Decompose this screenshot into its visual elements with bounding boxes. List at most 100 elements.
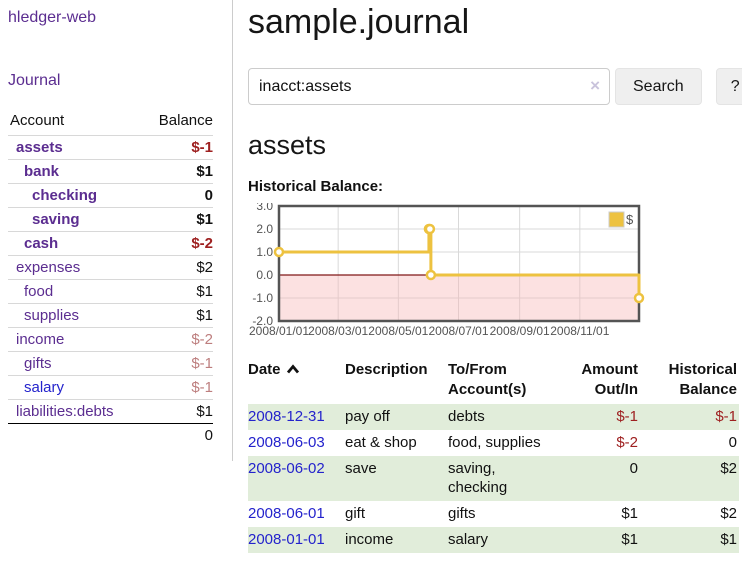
col-header-date[interactable]: Date [248, 358, 345, 404]
account-balance: $-2 [141, 327, 213, 352]
account-row: bank $1 [8, 159, 213, 184]
account-row: checking 0 [8, 183, 213, 208]
svg-text:3.0: 3.0 [256, 203, 273, 213]
help-button[interactable]: ? [715, 68, 742, 105]
svg-text:2008/01/01: 2008/01/01 [249, 324, 309, 338]
main-content: sample.journal × Search ? assets Histori… [233, 0, 742, 553]
account-balance: $2 [141, 255, 213, 280]
account-link-gifts[interactable]: gifts [24, 355, 52, 372]
account-balance: $-1 [141, 351, 213, 376]
account-row: liabilities:debts $1 [8, 399, 213, 424]
account-link-saving[interactable]: saving [32, 211, 80, 228]
svg-text:2.0: 2.0 [256, 222, 273, 236]
account-link-food[interactable]: food [24, 283, 54, 300]
date-cell: 2008-06-02 [248, 456, 345, 501]
search-bar: × Search ? [248, 68, 742, 105]
account-link-liabilities-debts[interactable]: liabilities:debts [16, 403, 114, 420]
search-input[interactable] [248, 68, 610, 105]
transaction-date-link[interactable]: 2008-06-03 [248, 434, 325, 451]
account-row: income $-2 [8, 327, 213, 352]
account-link-salary[interactable]: salary [24, 379, 65, 396]
account-row: expenses $2 [8, 255, 213, 280]
account-link-checking[interactable]: checking [32, 187, 98, 204]
balance-cell: 0 [728, 434, 737, 451]
description-cell: pay off [345, 408, 390, 425]
total-spacer [8, 423, 142, 447]
svg-text:-2.0: -2.0 [252, 314, 273, 328]
account-row: saving $1 [8, 207, 213, 232]
balance-cell: $2 [720, 460, 737, 477]
sidebar-item-journal[interactable]: Journal [8, 72, 61, 89]
account-balance: $1 [141, 279, 213, 304]
accounts-cell: debts [448, 408, 485, 425]
amount-cell: $1 [621, 531, 638, 548]
balance-cell: $-1 [715, 408, 737, 425]
svg-text:2008/03/01: 2008/03/01 [308, 324, 368, 338]
account-row: salary $-1 [8, 375, 213, 400]
account-balance-table: Account Balance assets $-1 bank $1 checking 0… [8, 110, 213, 447]
accounts-cell: saving, checking [448, 460, 508, 496]
col-header-description[interactable]: Description [345, 361, 428, 378]
account-balance: $1 [141, 399, 213, 424]
register-row: 2008-06-01 gift gifts $1 $2 [248, 501, 739, 527]
register-table: Date Description To/From Account(s) Amou… [248, 358, 739, 553]
accounts-cell: salary [448, 531, 489, 548]
transaction-date-link[interactable]: 2008-06-01 [248, 505, 325, 522]
accounts-cell: gifts [448, 505, 476, 522]
description-cell: eat & shop [345, 434, 417, 451]
search-button[interactable]: Search [615, 68, 702, 105]
register-row: 2008-06-03 eat & shop food, supplies $-2 0 [248, 430, 739, 456]
svg-text:2008/07/01: 2008/07/01 [428, 324, 488, 338]
svg-text:-1.0: -1.0 [252, 291, 273, 305]
balance-cell: $2 [720, 505, 737, 522]
description-cell: income [345, 531, 394, 548]
account-link-expenses[interactable]: expenses [16, 259, 81, 276]
date-cell: 2008-06-03 [248, 430, 345, 456]
legend-label: $ [626, 212, 634, 227]
brand: hledger-web [8, 9, 220, 27]
account-row: supplies $1 [8, 303, 213, 328]
register-header-row: Date Description To/From Account(s) Amou… [248, 358, 739, 404]
account-balance: $-2 [141, 231, 213, 256]
col-header-balance[interactable]: Historical Balance [668, 361, 737, 398]
account-table-body: assets $-1 bank $1 checking 0 saving $1 cash $-2 e… [8, 135, 213, 424]
date-cell: 2008-06-01 [248, 501, 345, 527]
col-header-accounts[interactable]: To/From Account(s) [448, 361, 527, 398]
date-header-label: Date [248, 361, 281, 378]
description-cell: gift [345, 505, 366, 522]
account-row: gifts $-1 [8, 351, 213, 376]
account-balance: $1 [141, 303, 213, 328]
account-row: cash $-2 [8, 231, 213, 256]
account-balance: $1 [141, 159, 213, 184]
transaction-date-link[interactable]: 2008-06-02 [248, 460, 325, 477]
description-cell: save [345, 460, 377, 477]
account-balance: $1 [141, 207, 213, 232]
svg-text:1.0: 1.0 [256, 245, 273, 259]
total-row: 0 [8, 423, 213, 447]
amount-cell: $1 [621, 505, 638, 522]
amount-cell: 0 [629, 460, 638, 477]
account-link-cash[interactable]: cash [24, 235, 59, 252]
account-link-assets[interactable]: assets [16, 139, 63, 156]
svg-text:2008/05/01: 2008/05/01 [368, 324, 428, 338]
account-link-supplies[interactable]: supplies [24, 307, 80, 324]
transaction-date-link[interactable]: 2008-12-31 [248, 408, 325, 425]
svg-text:0.0: 0.0 [256, 268, 273, 282]
date-cell: 2008-12-31 [248, 404, 345, 430]
search-input-wrap: × [248, 68, 610, 105]
clear-search-icon[interactable]: × [590, 76, 600, 95]
account-link-income[interactable]: income [16, 331, 65, 348]
balance-column-header: Balance [158, 112, 213, 129]
account-link-bank[interactable]: bank [24, 163, 60, 180]
svg-text:2008/11/01: 2008/11/01 [550, 324, 609, 338]
balance-cell: $1 [720, 531, 737, 548]
transaction-date-link[interactable]: 2008-01-01 [248, 531, 325, 548]
register-table-body: 2008-12-31 pay off debts $-1 $-1 2008-06-03 ea… [248, 404, 739, 553]
brand-link[interactable]: hledger-web [8, 9, 97, 26]
chart-heading: Historical Balance: [248, 178, 384, 195]
amount-cell: $-2 [616, 434, 638, 451]
col-header-amount[interactable]: Amount Out/In [581, 361, 638, 398]
account-balance: 0 [141, 183, 213, 208]
